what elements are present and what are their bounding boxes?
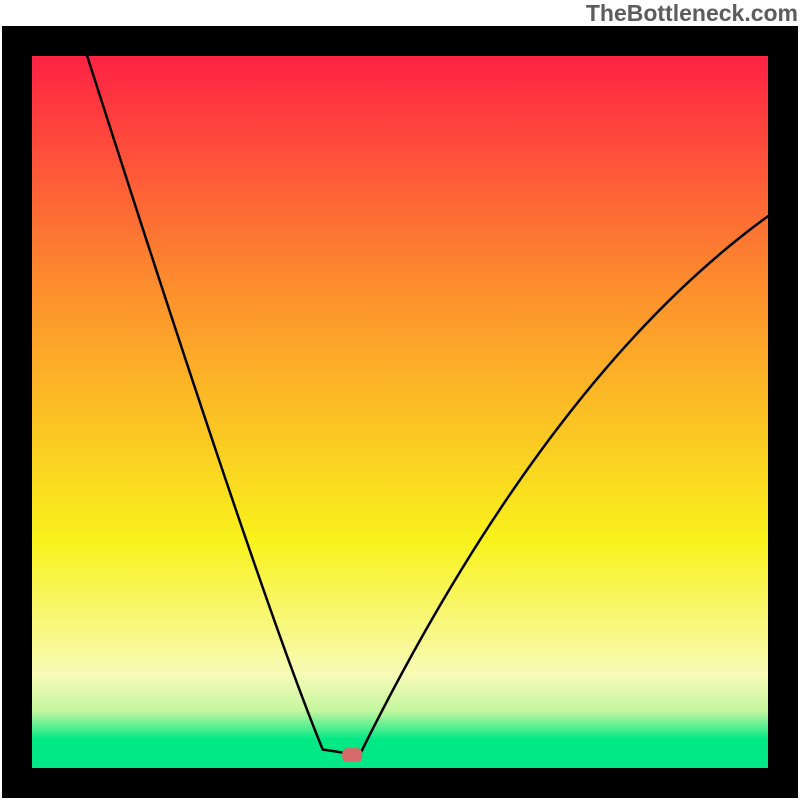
- gradient-background: [32, 56, 768, 768]
- plot-svg: [32, 56, 768, 768]
- plot-area: [32, 56, 768, 768]
- watermark-text: TheBottleneck.com: [586, 0, 798, 27]
- optimal-point-marker: [342, 748, 362, 762]
- chart-container: TheBottleneck.com: [0, 0, 800, 800]
